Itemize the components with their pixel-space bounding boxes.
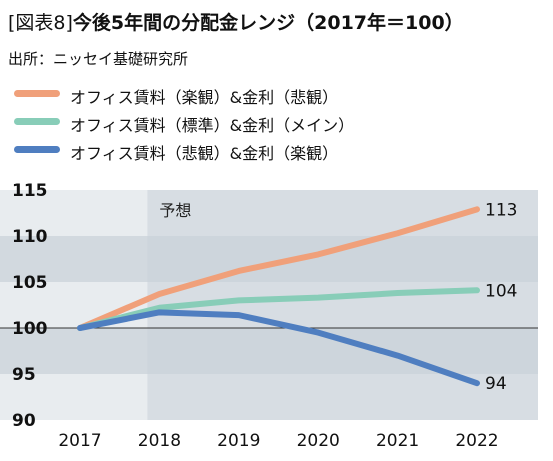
y-tick-label: 110 xyxy=(12,227,48,247)
title-text: 今後5年間の分配金レンジ（2017年＝100） xyxy=(72,12,464,34)
x-tick-label: 2022 xyxy=(455,431,498,451)
x-tick-label: 2017 xyxy=(58,431,101,451)
end-value-label: 104 xyxy=(485,281,517,301)
x-tick-label: 2018 xyxy=(138,431,181,451)
figure-label: [図表8] xyxy=(8,12,73,34)
series-line-1 xyxy=(77,206,480,331)
x-axis-ticks: 2017 2018 2019 2020 2021 2022 xyxy=(58,431,498,451)
y-axis-ticks: 115 110 105 100 95 90 xyxy=(12,181,48,431)
y-tick-label: 100 xyxy=(12,319,48,339)
y-tick-label: 90 xyxy=(12,411,36,431)
legend-label: オフィス賃料（悲観）&金利（楽観） xyxy=(70,144,339,163)
legend-swatch xyxy=(14,118,60,125)
legend-label: オフィス賃料（楽観）&金利（悲観） xyxy=(70,88,339,107)
legend-swatch xyxy=(14,90,60,97)
series-lines xyxy=(77,206,480,387)
forecast-label: 予想 xyxy=(159,201,191,220)
y-tick-label: 95 xyxy=(12,365,36,385)
x-tick-label: 2021 xyxy=(376,431,419,451)
end-labels: 113 104 94 xyxy=(485,200,517,394)
chart-title: [図表8]今後5年間の分配金レンジ（2017年＝100） xyxy=(8,8,464,35)
x-tick-label: 2020 xyxy=(297,431,340,451)
legend-swatch xyxy=(14,146,60,153)
x-tick-label: 2019 xyxy=(217,431,260,451)
end-value-label: 94 xyxy=(485,374,507,394)
series-line-3 xyxy=(77,309,480,387)
end-value-label: 113 xyxy=(485,200,517,220)
y-tick-label: 105 xyxy=(12,273,48,293)
series-line-2 xyxy=(77,287,480,331)
legend-label: オフィス賃料（標準）&金利（メイン） xyxy=(70,116,355,135)
source-note: 出所：ニッセイ基礎研究所 xyxy=(8,50,189,68)
y-tick-label: 115 xyxy=(12,181,48,201)
